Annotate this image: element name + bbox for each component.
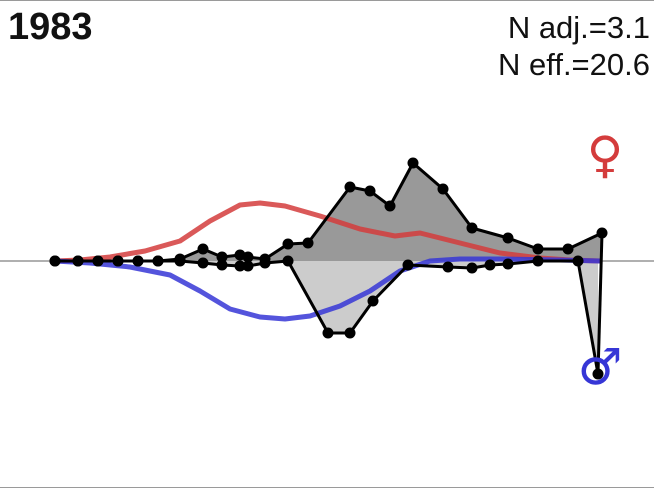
lower-data-point — [92, 255, 104, 267]
upper-data-point — [562, 243, 574, 255]
lower-data-point — [466, 262, 478, 274]
lower-data-point — [402, 259, 414, 271]
lower-data-point — [484, 259, 496, 271]
upper-data-point — [302, 237, 314, 249]
upper-filled-area — [55, 163, 602, 261]
lower-data-point — [49, 255, 61, 267]
end-drop-line — [596, 232, 604, 375]
lower-data-point — [234, 260, 246, 272]
female-curve — [52, 200, 603, 264]
lower-data-point — [532, 255, 544, 267]
lower-data-point — [592, 368, 604, 380]
lower-data-point — [216, 259, 228, 271]
upper-data-point — [282, 238, 294, 250]
lower-data-point — [572, 255, 584, 267]
upper-data-point — [466, 222, 478, 234]
n-adjusted-label: N adj.=3.1 — [507, 10, 650, 45]
female-symbol: ♀ — [587, 126, 624, 184]
lower-data-point — [174, 255, 186, 267]
lower-data-point — [197, 257, 209, 269]
upper-data-point — [197, 243, 209, 255]
lower-data-point — [442, 261, 454, 273]
male-curve — [52, 256, 603, 322]
upper-data-point — [532, 243, 544, 255]
lower-data-point — [502, 258, 514, 270]
upper-data-point — [216, 251, 228, 263]
male-symbol: ♂ — [578, 338, 623, 396]
upper-data-point — [364, 185, 376, 197]
lower-data-point — [152, 255, 164, 267]
upper-data-point — [407, 157, 419, 169]
lower-data-point — [242, 260, 254, 272]
upper-data-point — [502, 232, 514, 244]
upper-data-point — [596, 227, 608, 239]
data-points — [49, 157, 608, 380]
upper-data-point — [344, 181, 356, 193]
n-effective-label: N eff.=20.6 — [498, 47, 650, 82]
lower-data-point — [72, 255, 84, 267]
upper-data-point — [437, 183, 449, 195]
lower-data-point — [322, 327, 334, 339]
lower-data-point — [367, 295, 379, 307]
upper-data-point — [242, 251, 254, 263]
lower-data-point — [259, 257, 271, 269]
lower-data-point — [344, 327, 356, 339]
year-title: 1983 — [8, 6, 93, 48]
lower-data-point — [112, 255, 124, 267]
lower-data-point — [282, 255, 294, 267]
upper-data-point — [384, 200, 396, 212]
lower-filled-area — [55, 261, 598, 374]
lower-data-point — [132, 255, 144, 267]
